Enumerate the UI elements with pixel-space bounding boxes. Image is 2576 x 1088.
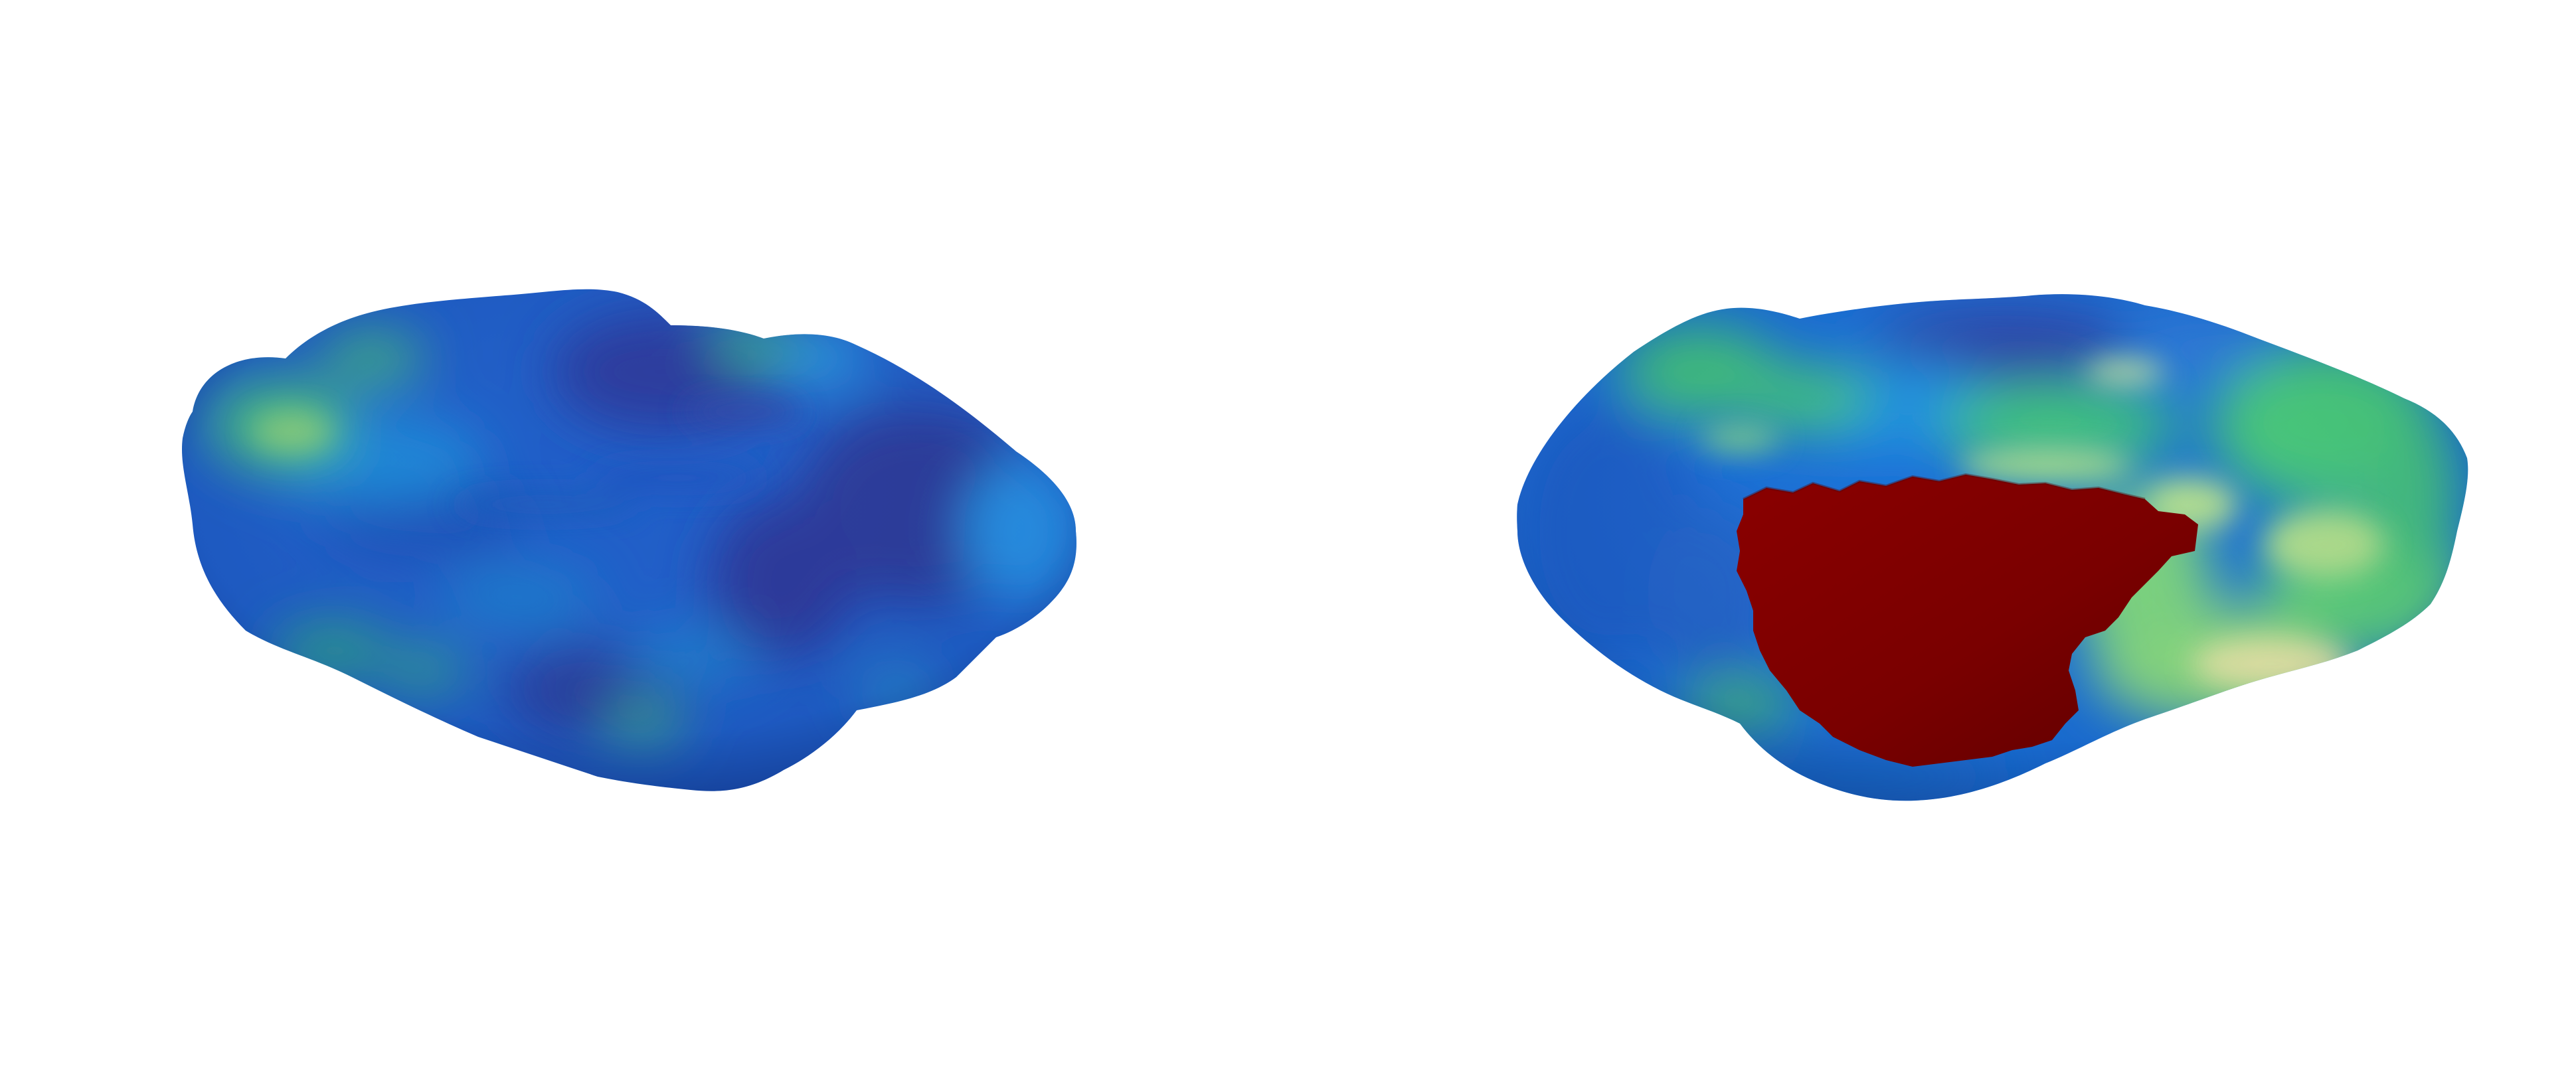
- highlight-region: [1737, 473, 2198, 767]
- right-surface: [1517, 294, 2468, 801]
- left-surface: [181, 289, 1076, 791]
